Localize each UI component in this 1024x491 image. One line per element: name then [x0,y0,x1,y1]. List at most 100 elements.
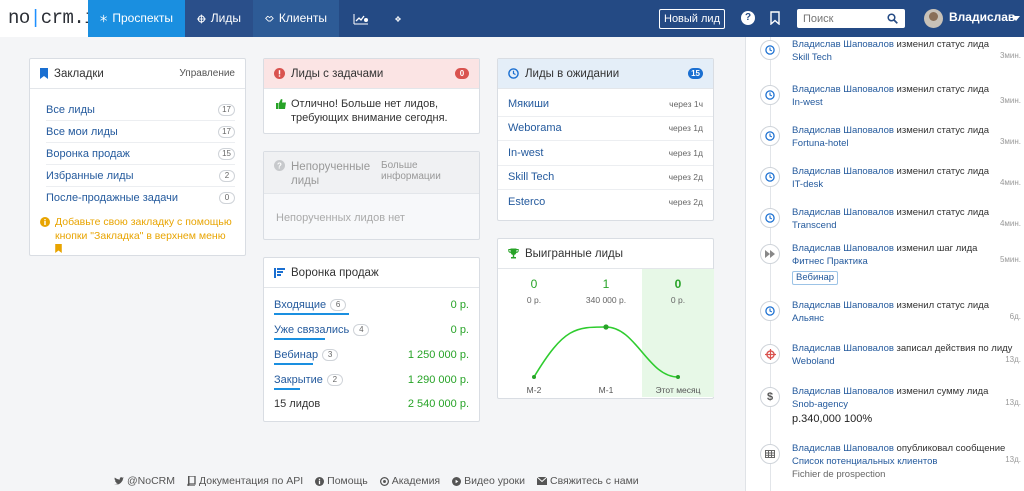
list-item[interactable]: Все мои лиды 17 [46,121,235,143]
bookmark-icon[interactable] [770,11,780,25]
tab-leads[interactable]: Лиды [185,0,253,37]
feed-user-link[interactable]: Владислав Шаповалов [792,125,894,136]
bookmark-link[interactable]: Воронка продаж [46,147,130,160]
thumbs-up-icon [276,99,286,109]
new-lead-button[interactable]: Новый лид [659,9,725,29]
feed-user-link[interactable]: Владислав Шаповалов [792,39,894,50]
lead-link[interactable]: Weborama [508,122,562,135]
feed-user-link[interactable]: Владислав Шаповалов [792,386,894,397]
feed-target-link[interactable]: Фитнес Практика [792,256,868,267]
list-item[interactable]: После-продажные задачи 0 [46,187,235,209]
lead-link[interactable]: Мякиши [508,97,550,110]
feed-target-link[interactable]: Альянс [792,313,824,324]
twitter-link[interactable]: @NoCRM [114,475,175,487]
more-info-link[interactable]: Больше информации [381,160,441,182]
due-time: через 1ч [669,98,703,109]
bookmark-link[interactable]: Все лиды [46,103,95,116]
feed-target-link[interactable]: Fortuna-hotel [792,138,849,149]
list-item[interactable]: Все лиды 17 [46,99,235,121]
bookmark-link[interactable]: После-продажные задачи [46,192,179,204]
won-period-label: M-1 [598,385,614,395]
won-series-line [533,326,679,378]
logo[interactable]: no|crm.io [0,0,107,37]
count-badge: 0 [219,192,235,204]
feed-user-link[interactable]: Владислав Шаповалов [792,166,894,177]
api-docs-link[interactable]: Документация по API [187,475,303,487]
help-icon[interactable]: ? [741,11,755,25]
tab-prospects[interactable]: Проспекты [88,0,185,37]
search-input[interactable] [797,9,882,28]
funnel-amount: 0 р. [450,298,469,311]
funnel-total-label: 15 лидов [274,398,321,410]
timeline-line [770,37,771,491]
academy-link[interactable]: Академия [379,475,440,487]
alert-icon [274,68,285,79]
chevron-down-icon[interactable] [1012,16,1020,21]
funnel-row[interactable]: Входящие 6 0 р. [264,292,479,317]
feed-user-link[interactable]: Владислав Шаповалов [792,243,894,254]
feed-action: изменил сумму лида [893,386,989,397]
list-item[interactable]: Skill Tech через 2д [498,166,713,190]
tab-reports[interactable] [339,0,383,37]
feed-target-link[interactable]: Transcend [792,220,837,231]
list-item[interactable]: Мякиши через 1ч [498,92,713,117]
list-item[interactable]: In-west через 1д [498,141,713,166]
feed-target-link[interactable]: IT-desk [792,179,824,190]
feed-user-link[interactable]: Владислав Шаповалов [792,84,894,95]
tab-clients[interactable]: Клиенты [253,0,339,37]
feed-user-link[interactable]: Владислав Шаповалов [792,207,894,218]
feed-user-link[interactable]: Владислав Шаповалов [792,343,894,354]
funnel-bar [274,313,349,315]
feed-time: 5мин. [999,255,1021,264]
due-time: через 2д [668,172,703,183]
tab-prospects-label: Проспекты [112,11,173,25]
list-item[interactable]: Избранные лиды 2 [46,165,235,187]
list-item[interactable]: Esterco через 2д [498,190,713,215]
feed-action: изменил статус лида [893,125,989,136]
funnel-row[interactable]: Закрытие 2 1 290 000 р. [264,367,479,392]
user-menu[interactable]: Владислав [949,10,1016,24]
feed-user-link[interactable]: Владислав Шаповалов [792,300,894,311]
manage-bookmarks-link[interactable]: Управление [179,68,235,79]
feed-action: изменил статус лида [893,84,989,95]
feed-target-link[interactable]: In-west [792,97,823,108]
search-icon[interactable] [887,13,898,24]
feed-target-link[interactable]: Список потенциальных клиентов [792,456,938,467]
funnel-row[interactable]: Вебинар 3 1 250 000 р. [264,342,479,367]
unassigned-card: ? Непорученные лиды Больше информации Не… [263,151,480,240]
book-icon [187,476,196,486]
waiting-header: Лиды в ожидании 15 [498,59,713,89]
waiting-card: Лиды в ожидании 15 Мякиши через 1ч Webora… [497,58,714,221]
funnel-step-label: Закрытие [274,373,323,386]
lead-link[interactable]: Esterco [508,196,546,209]
won-point [532,375,536,379]
funnel-amount: 0 р. [450,323,469,336]
funnel-total-amount: 2 540 000 р. [407,398,469,410]
bookmark-link[interactable]: Избранные лиды [46,169,134,182]
feed-user-link[interactable]: Владислав Шаповалов [792,443,894,454]
list-item[interactable]: Воронка продаж 15 [46,143,235,165]
chart-user-icon [353,13,368,24]
lead-link[interactable]: Skill Tech [508,171,555,184]
funnel-row[interactable]: Уже связались 4 0 р. [264,317,479,342]
lead-link[interactable]: In-west [508,146,544,159]
help-link[interactable]: Помощь [315,475,368,487]
feed-target-link[interactable]: Skill Tech [792,52,832,63]
video-lessons-link[interactable]: Видео уроки [452,475,525,487]
list-item[interactable]: Weborama через 1д [498,117,713,141]
bookmarks-title: Закладки [54,67,104,80]
avatar[interactable] [924,9,943,28]
feed-action: изменил статус лида [893,207,989,218]
academy-icon [379,476,389,486]
funnel-title: Воронка продаж [291,266,379,279]
contact-link[interactable]: Свяжитесь с нами [537,475,639,487]
dollar-icon: $ [760,387,780,407]
funnel-bar [274,338,325,340]
feed-target-link[interactable]: Snob-agency [792,399,848,410]
tasks-card: Лиды с задачами 0 Отлично! Больше нет ли… [263,58,480,134]
snowflake-icon [100,14,108,23]
feed-target-link[interactable]: Weboland [792,356,835,367]
bookmark-link[interactable]: Все мои лиды [46,125,118,138]
feed-time: 13д. [1005,355,1021,364]
tab-settings[interactable] [383,0,413,37]
